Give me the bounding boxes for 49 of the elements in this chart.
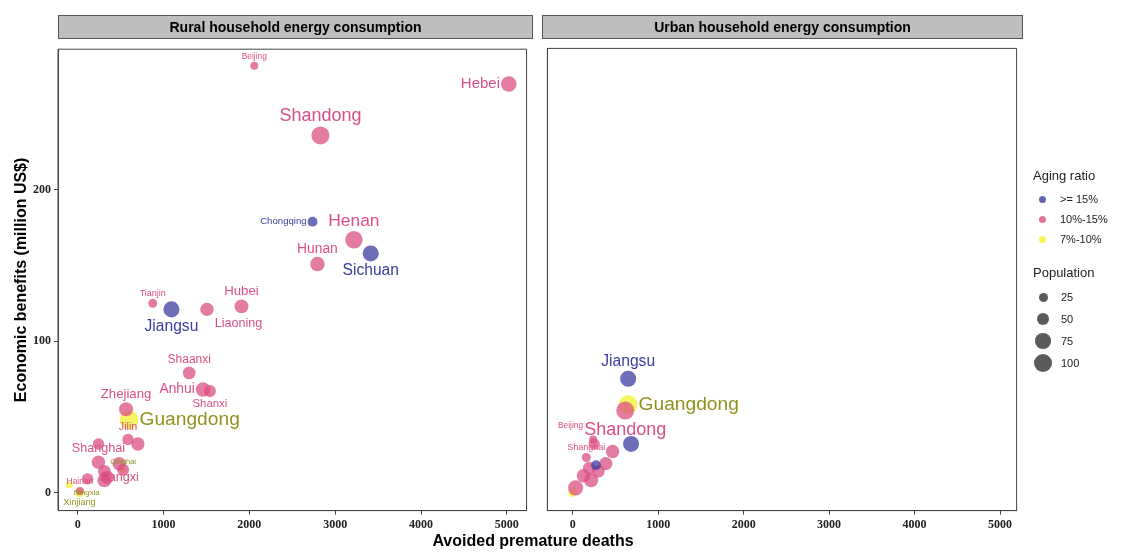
legend-label: 75 [1061, 335, 1074, 347]
x-tick-label: 5000 [494, 516, 519, 531]
x-tick-label: 5000 [988, 516, 1013, 531]
data-label: Shaanxi [167, 351, 211, 366]
y-tick-label: 200 [33, 181, 51, 196]
data-label: Hunan [297, 240, 338, 256]
data-label: Shanxi [192, 396, 228, 409]
x-tick-label: 3000 [817, 516, 842, 531]
legend-label: 10%-15% [1060, 213, 1108, 225]
x-tick-label: 1000 [646, 516, 671, 531]
x-tick-label: 0 [74, 516, 81, 531]
x-tick-label: 3000 [323, 516, 348, 531]
data-label: Tianjin [139, 287, 166, 298]
y-tick-label: 0 [45, 484, 51, 499]
data-label: Guangdong [139, 408, 240, 430]
legend-label: 25 [1061, 291, 1074, 303]
data-label: Xinjiang [63, 496, 96, 507]
data-label: Jiangsu [601, 352, 656, 370]
y-tick-label: 100 [33, 333, 51, 348]
x-axis-title: Avoided premature deaths [431, 532, 635, 550]
data-label: Hebei [460, 74, 501, 92]
legend-label: 100 [1061, 357, 1080, 369]
chart-title: Urban household energy consumption [542, 15, 1023, 39]
data-label: Beijing [558, 419, 584, 430]
data-label: Chongqing [260, 215, 307, 227]
x-tick-label: 2000 [731, 516, 756, 531]
data-label: Henan [328, 210, 380, 231]
legend-label: 7%-10% [1060, 233, 1102, 245]
data-label: Shandong [584, 418, 667, 439]
data-label: Hubei [224, 283, 259, 299]
data-label: Guangdong [638, 392, 739, 414]
data-label: Zhejiang [100, 386, 152, 402]
x-tick-label: 4000 [902, 516, 927, 531]
legend-label: 50 [1061, 313, 1074, 325]
data-label: Shandong [279, 105, 362, 126]
x-tick-label: 2000 [237, 516, 262, 531]
legend-label: >= 15% [1060, 193, 1098, 205]
data-label: Jiangsu [144, 316, 199, 334]
data-label: Liaoning [214, 315, 263, 330]
y-axis-title: Economic benefits (million US$) [12, 157, 30, 403]
text: Population [1033, 265, 1096, 280]
x-tick-label: 0 [569, 516, 576, 531]
data-label: Beijing [241, 50, 268, 61]
x-tick-label: 1000 [151, 516, 176, 531]
legend-title: Aging ratio [1033, 168, 1097, 183]
data-label: Sichuan [342, 260, 399, 278]
chart-title: Rural household energy consumption [58, 15, 533, 39]
data-label: Anhui [159, 381, 195, 397]
x-tick-label: 4000 [409, 516, 434, 531]
